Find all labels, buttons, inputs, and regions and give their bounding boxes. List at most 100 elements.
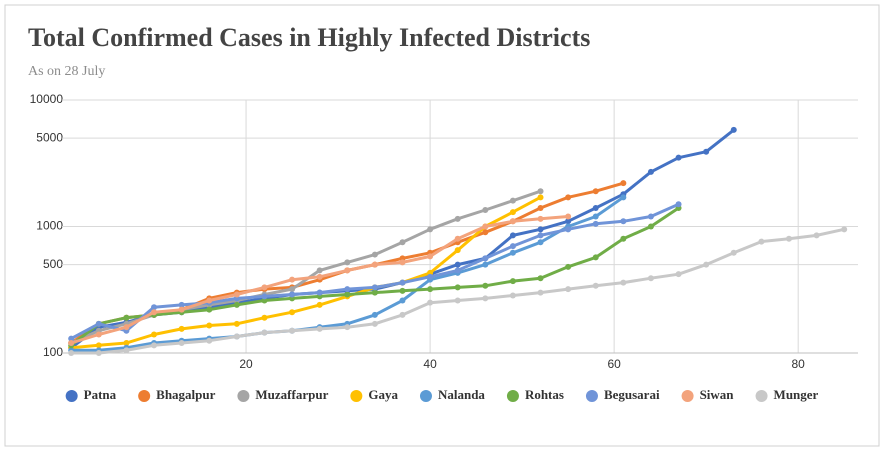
chart-subtitle: As on 28 July bbox=[28, 64, 105, 79]
data-point bbox=[427, 226, 434, 233]
data-point bbox=[233, 333, 240, 340]
data-point bbox=[537, 215, 544, 222]
data-point bbox=[206, 306, 213, 313]
data-point bbox=[151, 342, 158, 349]
data-point bbox=[371, 311, 378, 318]
legend-marker bbox=[419, 390, 432, 402]
data-point bbox=[399, 311, 406, 318]
data-point bbox=[592, 220, 599, 227]
data-point bbox=[399, 287, 406, 294]
data-point bbox=[206, 337, 213, 344]
data-point bbox=[482, 295, 489, 302]
data-point bbox=[151, 304, 158, 311]
data-point bbox=[151, 309, 158, 316]
y-tick-label: 5000 bbox=[36, 130, 63, 144]
data-point bbox=[344, 259, 351, 266]
data-point bbox=[537, 188, 544, 195]
data-point bbox=[454, 261, 461, 268]
legend-label: Patna bbox=[84, 387, 117, 402]
data-point bbox=[371, 251, 378, 258]
legend-label: Siwan bbox=[700, 387, 735, 402]
data-point bbox=[785, 235, 792, 242]
data-point bbox=[482, 255, 489, 262]
data-point bbox=[565, 226, 572, 233]
y-tick-label: 10000 bbox=[30, 92, 64, 106]
data-point bbox=[509, 232, 516, 239]
data-point bbox=[509, 197, 516, 204]
data-point bbox=[509, 209, 516, 216]
data-point bbox=[620, 194, 627, 201]
data-point bbox=[537, 226, 544, 233]
data-point bbox=[565, 194, 572, 201]
data-point bbox=[316, 325, 323, 332]
data-point bbox=[371, 284, 378, 291]
data-point bbox=[316, 273, 323, 280]
data-point bbox=[537, 205, 544, 212]
data-point bbox=[178, 325, 185, 332]
data-point bbox=[151, 331, 158, 338]
data-point bbox=[482, 223, 489, 230]
legend-label: Nalanda bbox=[438, 387, 485, 402]
series-line bbox=[71, 195, 542, 350]
data-point bbox=[344, 286, 351, 293]
y-tick-label: 500 bbox=[43, 257, 63, 271]
data-point bbox=[509, 249, 516, 256]
data-point bbox=[537, 275, 544, 282]
data-point bbox=[454, 247, 461, 254]
data-point bbox=[565, 213, 572, 220]
data-point bbox=[289, 286, 296, 293]
legend-label: Muzaffarpur bbox=[255, 387, 328, 402]
legend-label: Munger bbox=[774, 387, 819, 402]
data-point bbox=[565, 218, 572, 225]
legend-marker bbox=[350, 390, 363, 402]
data-point bbox=[647, 168, 654, 175]
data-point bbox=[95, 320, 102, 327]
data-point bbox=[454, 267, 461, 274]
data-point bbox=[509, 218, 516, 225]
x-tick-label: 40 bbox=[423, 357, 437, 371]
data-point bbox=[206, 322, 213, 329]
data-point bbox=[703, 148, 710, 155]
data-point bbox=[841, 226, 848, 233]
data-point bbox=[399, 239, 406, 246]
data-point bbox=[261, 314, 268, 321]
data-point bbox=[289, 276, 296, 283]
data-point bbox=[620, 279, 627, 286]
data-point bbox=[316, 267, 323, 274]
data-point bbox=[123, 347, 130, 354]
x-tick-label: 20 bbox=[239, 357, 253, 371]
data-point bbox=[399, 297, 406, 304]
data-point bbox=[206, 297, 213, 304]
legend-label: Gaya bbox=[368, 387, 398, 402]
data-point bbox=[427, 273, 434, 280]
data-point bbox=[399, 259, 406, 266]
data-point bbox=[509, 278, 516, 285]
data-point bbox=[592, 254, 599, 261]
data-point bbox=[233, 301, 240, 308]
data-point bbox=[592, 188, 599, 195]
x-tick-label: 80 bbox=[792, 357, 806, 371]
data-point bbox=[675, 271, 682, 278]
legend-marker bbox=[506, 390, 519, 402]
data-point bbox=[537, 239, 544, 246]
legend-marker bbox=[755, 390, 768, 402]
data-point bbox=[509, 243, 516, 250]
data-point bbox=[758, 238, 765, 245]
y-tick-label: 100 bbox=[43, 345, 63, 359]
data-point bbox=[68, 335, 75, 342]
data-point bbox=[371, 320, 378, 327]
data-point bbox=[620, 180, 627, 187]
data-point bbox=[261, 293, 268, 300]
data-point bbox=[454, 284, 461, 291]
data-point bbox=[427, 286, 434, 293]
legend-marker bbox=[585, 390, 598, 402]
data-point bbox=[289, 327, 296, 334]
chart-title: Total Confirmed Cases in Highly Infected… bbox=[28, 23, 590, 52]
legend-label: Bhagalpur bbox=[156, 387, 215, 402]
data-point bbox=[537, 194, 544, 201]
legend-marker bbox=[65, 390, 78, 402]
data-point bbox=[813, 232, 820, 239]
data-point bbox=[454, 297, 461, 304]
data-point bbox=[178, 306, 185, 313]
